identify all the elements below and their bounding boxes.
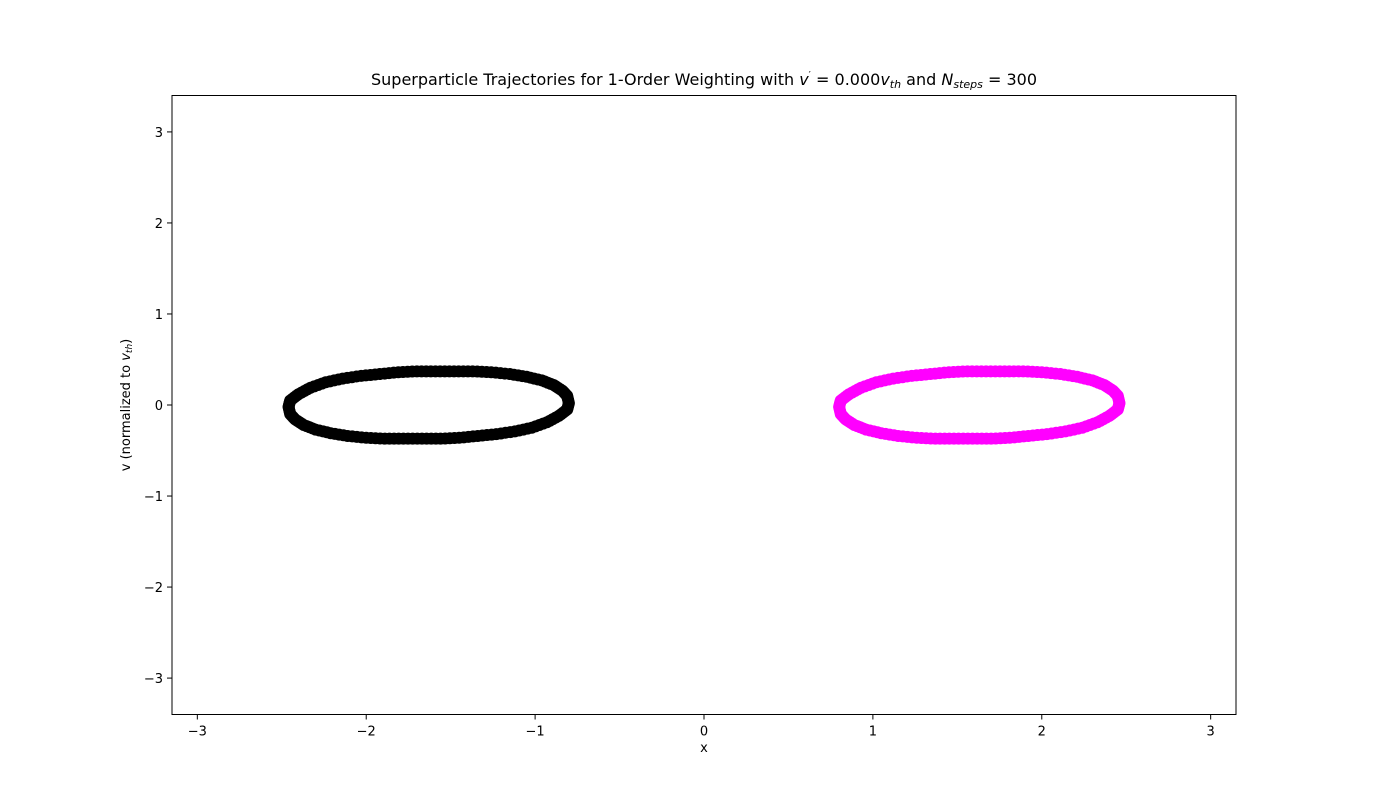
y-axis-label: v (normalized to vth) xyxy=(119,339,135,471)
ylabel-symbol: v xyxy=(119,353,134,361)
ylabel-suffix: ) xyxy=(119,338,134,344)
title-and: and xyxy=(901,70,942,89)
series-2 xyxy=(833,365,1126,445)
x-tick-label: −3 xyxy=(188,725,207,740)
title-n-symbol: N xyxy=(941,70,954,89)
x-tick-label: 0 xyxy=(700,725,708,740)
y-tick-label: 2 xyxy=(155,217,163,232)
title-vth-symbol: v xyxy=(880,70,890,89)
y-tick-label: −3 xyxy=(144,672,163,687)
title-v-value: = 0.000 xyxy=(810,70,881,89)
y-tick-label: −2 xyxy=(144,581,163,596)
y-tick-label: 0 xyxy=(155,399,163,414)
axes-frame xyxy=(171,95,1237,715)
x-tick-label: 1 xyxy=(869,725,877,740)
x-tick-label: 2 xyxy=(1038,725,1046,740)
x-tick-label: −2 xyxy=(357,725,376,740)
y-tick-label: 1 xyxy=(155,308,163,323)
data-points xyxy=(282,365,1126,445)
title-prime: ′ xyxy=(808,70,811,81)
series-1 xyxy=(282,365,575,445)
title-v-symbol: v xyxy=(799,70,809,89)
ylabel-sub: th xyxy=(125,343,135,354)
x-tick-label: 3 xyxy=(1207,725,1215,740)
y-tick-label: −1 xyxy=(144,490,163,505)
axis-ticks: −3 −2 −1 0 1 2 3 −3 −2 −1 0 1 2 3 xyxy=(144,126,1215,740)
title-n-sub: steps xyxy=(953,78,983,91)
x-axis-label: x xyxy=(700,741,708,756)
y-tick-label: 3 xyxy=(155,126,163,141)
data-point xyxy=(1113,398,1126,411)
ylabel-prefix: v (normalized to xyxy=(119,360,134,472)
x-tick-label: −1 xyxy=(526,725,545,740)
title-vth-sub: th xyxy=(889,78,902,91)
chart-title: Superparticle Trajectories for 1-Order W… xyxy=(0,70,1373,91)
title-n-value: = 300 xyxy=(982,70,1037,89)
data-point xyxy=(562,398,575,411)
title-prefix: Superparticle Trajectories for 1-Order W… xyxy=(371,70,800,89)
